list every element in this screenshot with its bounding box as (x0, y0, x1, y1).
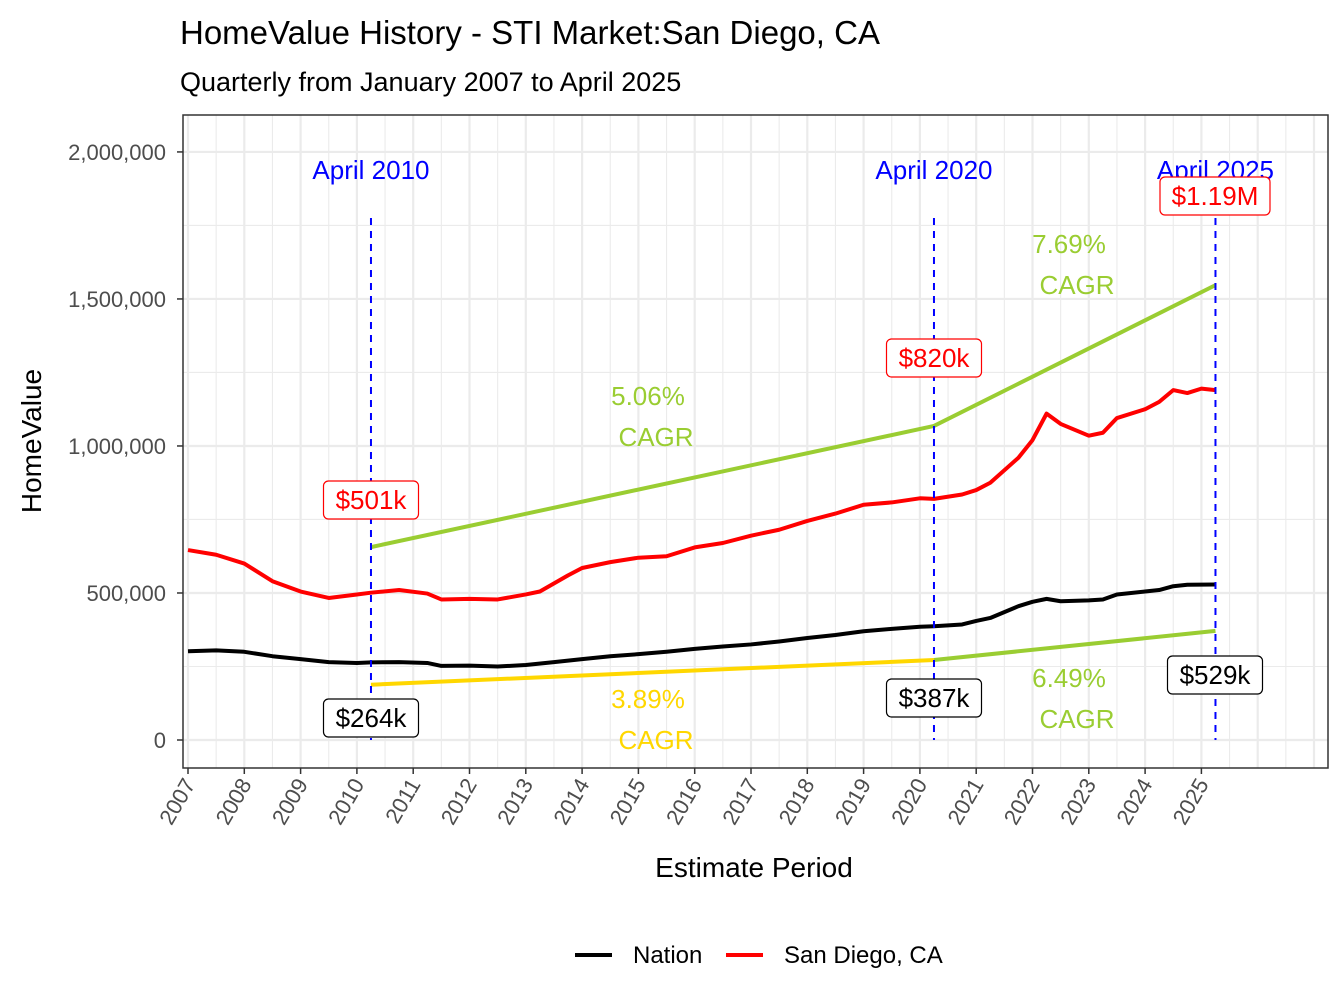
value-label: $501k (336, 485, 408, 515)
value-label-box (885, 338, 983, 378)
y-tick-label: 1,500,000 (68, 287, 166, 312)
value-label: $1.19M (1172, 181, 1259, 211)
x-tick-label: 2014 (548, 774, 594, 829)
plot-background (183, 115, 1328, 768)
x-tick-label: 2025 (1168, 774, 1214, 829)
x-tick-label: 2024 (1111, 774, 1157, 829)
x-tick-label: 2010 (323, 774, 369, 829)
x-tick-label: 2019 (830, 774, 876, 829)
value-label: $387k (899, 683, 971, 713)
x-tick-label: 2015 (605, 774, 651, 829)
cagr-rate: 3.89% (611, 684, 685, 714)
value-label-box (322, 480, 420, 520)
cagr-line (370, 658, 935, 687)
value-label-box (885, 678, 983, 718)
cagr-label: CAGR (618, 422, 693, 452)
y-axis-label: HomeValue (16, 369, 47, 513)
cagr-rate: 7.69% (1032, 229, 1106, 259)
x-tick-label: 2016 (661, 774, 707, 829)
value-label: $529k (1180, 660, 1252, 690)
legend-label-san-diego: San Diego, CA (784, 942, 943, 969)
x-tick-label: 2007 (154, 774, 200, 829)
y-tick-label: 0 (154, 728, 166, 753)
chart-title: HomeValue History - STI Market:San Diego… (180, 14, 880, 51)
x-tick-label: 2021 (942, 774, 988, 829)
x-tick-label: 2008 (211, 774, 257, 829)
plot-border (182, 114, 1329, 769)
x-tick-label: 2009 (267, 774, 313, 829)
y-tick-label: 1,000,000 (68, 434, 166, 459)
x-tick-label: 2017 (717, 774, 763, 829)
value-label-box (322, 698, 420, 738)
value-label-box (1159, 176, 1271, 216)
x-tick-label: 2023 (1055, 774, 1101, 829)
y-tick-label: 2,000,000 (68, 140, 166, 165)
value-label: $820k (899, 343, 971, 373)
value-label-box (1166, 655, 1264, 695)
chart-subtitle: Quarterly from January 2007 to April 202… (180, 67, 681, 97)
cagr-rate: 5.06% (611, 381, 685, 411)
marker-label: April 2010 (312, 155, 429, 185)
x-tick-label: 2020 (886, 774, 932, 829)
cagr-rate: 6.49% (1032, 663, 1106, 693)
data-lines (187, 283, 1217, 687)
series-line-san-diego-ca (187, 386, 1216, 602)
cagr-label: CAGR (1039, 270, 1114, 300)
cagr-label: CAGR (618, 725, 693, 755)
cagr-line (933, 628, 1216, 663)
value-label: $264k (336, 703, 408, 733)
cagr-line (370, 424, 935, 550)
x-tick-label: 2018 (774, 774, 820, 829)
legend: Nation San Diego, CA (575, 942, 943, 969)
y-tick-label: 500,000 (86, 581, 166, 606)
cagr-line (933, 283, 1217, 428)
annotations: April 2010 April 2020 April 20255.06%CAGR7… (312, 155, 1274, 755)
x-tick-label: 2013 (492, 774, 538, 829)
cagr-label: CAGR (1039, 704, 1114, 734)
x-tick-label: 2012 (436, 774, 482, 829)
marker-label: April 2020 (875, 155, 992, 185)
legend-label-nation: Nation (633, 942, 702, 969)
series-line-nation (187, 582, 1216, 669)
x-tick-label: 2022 (999, 774, 1045, 829)
x-tick-label: 2011 (380, 774, 425, 827)
x-axis-label: Estimate Period (655, 852, 853, 883)
